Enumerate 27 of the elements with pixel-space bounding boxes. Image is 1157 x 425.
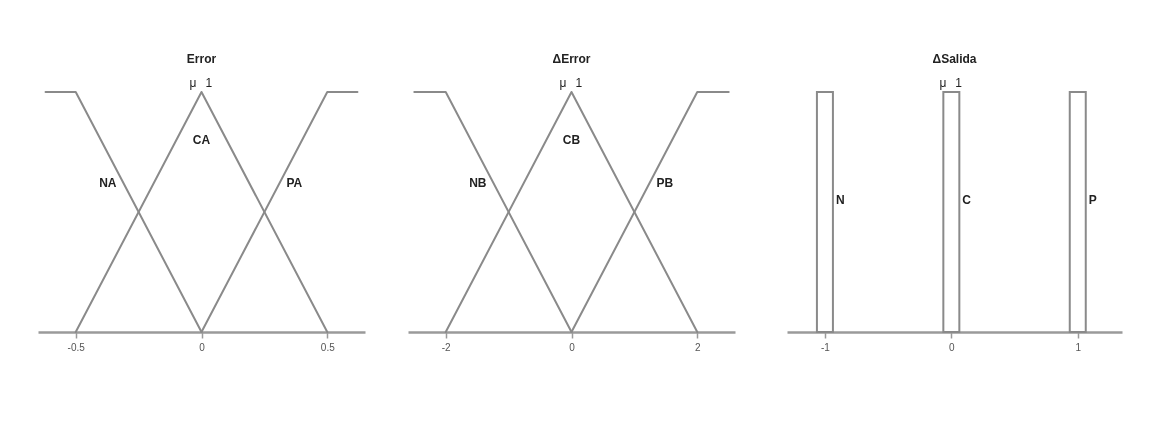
- series-label: C: [962, 193, 972, 207]
- y-axis-title: μ: [939, 76, 947, 90]
- series-label: PB: [656, 176, 674, 191]
- series-label: CA: [192, 133, 211, 147]
- x-tick-label: 0: [569, 341, 576, 353]
- series-label: PA: [286, 176, 303, 191]
- x-tick-label: 2: [694, 341, 701, 353]
- text: 1: [575, 76, 583, 90]
- series-label: CB: [562, 133, 581, 147]
- chart-title: Error: [186, 52, 217, 66]
- x-tick-label: 0.5: [320, 341, 336, 353]
- chart-title: ΔSalida: [932, 52, 977, 66]
- x-tick-label: -2: [441, 341, 452, 353]
- series-label: N: [835, 193, 845, 207]
- text: 1: [955, 76, 963, 90]
- series-label: NB: [469, 176, 487, 191]
- x-tick-label: 0: [949, 341, 956, 353]
- chart-title: ΔError: [552, 52, 591, 66]
- text: 1: [205, 76, 213, 90]
- x-tick-label: 0: [199, 341, 206, 353]
- x-tick-label: -0.5: [67, 341, 86, 353]
- x-tick-label: -1: [820, 341, 831, 353]
- y-axis-title: μ: [559, 76, 567, 90]
- y-axis-title: μ: [189, 76, 197, 90]
- series-label: NA: [99, 176, 117, 191]
- series-label: P: [1088, 193, 1097, 207]
- x-tick-label: 1: [1075, 341, 1082, 353]
